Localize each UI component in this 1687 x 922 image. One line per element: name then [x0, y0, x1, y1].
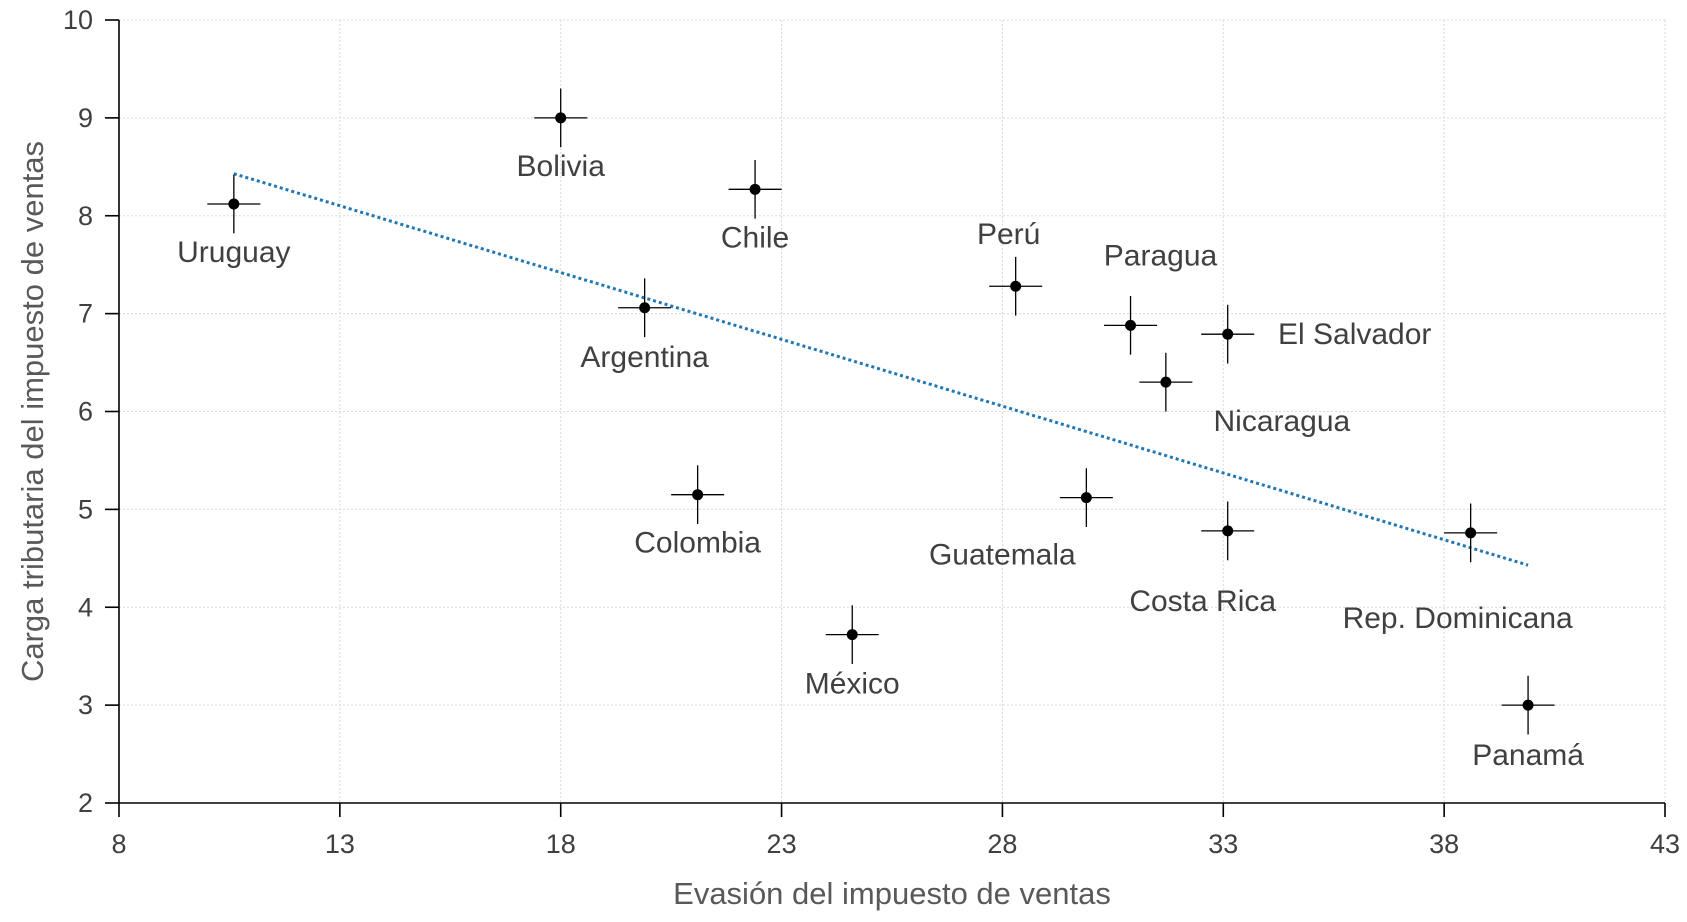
- data-point: [989, 256, 1043, 316]
- point-label: El Salvador: [1278, 318, 1431, 351]
- x-tick-label: 28: [987, 829, 1017, 859]
- point-marker: [1222, 525, 1234, 537]
- x-tick-label: 43: [1650, 829, 1680, 859]
- x-tick-label: 33: [1208, 829, 1238, 859]
- point-label: Argentina: [580, 341, 709, 374]
- y-tick-label: 10: [63, 5, 93, 35]
- y-tick-label: 9: [78, 103, 93, 133]
- point-label: Colombia: [634, 527, 761, 560]
- data-points: [207, 88, 1555, 735]
- point-label: Uruguay: [177, 236, 290, 269]
- point-marker: [1222, 328, 1234, 340]
- point-marker: [692, 489, 704, 501]
- point-label: Bolivia: [517, 150, 606, 183]
- y-tick-label: 5: [78, 494, 93, 524]
- x-tick-label: 23: [767, 829, 797, 859]
- data-point: [825, 605, 879, 665]
- point-labels: Uruguay Bolivia Chile Argentina Colombia Méxi…: [177, 150, 1584, 772]
- y-tick-label: 4: [78, 592, 93, 622]
- point-marker: [639, 302, 651, 314]
- point-label: Perú: [977, 218, 1040, 251]
- point-marker: [846, 629, 858, 641]
- x-axis-title: Evasión del impuesto de ventas: [673, 876, 1111, 911]
- data-point: [207, 174, 261, 234]
- grid: [119, 19, 1666, 803]
- data-point: [671, 465, 725, 525]
- point-marker: [228, 198, 240, 210]
- y-tick-label: 6: [78, 397, 93, 427]
- y-tick-label: 8: [78, 201, 93, 231]
- data-point: [618, 278, 672, 338]
- data-point: [1501, 675, 1555, 735]
- trendline: [233, 172, 1529, 567]
- data-point: [1139, 352, 1193, 412]
- y-axis-title: Carga tributaria del impuesto de ventas: [15, 141, 50, 682]
- y-tick-label: 2: [78, 788, 93, 818]
- data-point: [1444, 503, 1498, 563]
- y-tick-label: 7: [78, 299, 93, 329]
- data-point: [728, 159, 782, 219]
- point-marker: [555, 112, 567, 124]
- axes: [105, 19, 1666, 817]
- trendline-layer: [233, 172, 1529, 567]
- x-tick-label: 18: [546, 829, 576, 859]
- point-marker: [1010, 280, 1022, 292]
- data-point: [1201, 501, 1255, 561]
- point-label: Paragua: [1104, 239, 1218, 272]
- point-label: Guatemala: [929, 539, 1076, 572]
- data-point: [534, 88, 588, 148]
- point-marker: [1522, 699, 1534, 711]
- data-point: [1201, 304, 1255, 364]
- point-label: México: [805, 668, 900, 701]
- point-label: Rep. Dominicana: [1343, 602, 1573, 635]
- x-tick-label: 13: [325, 829, 355, 859]
- point-label: Costa Rica: [1129, 585, 1276, 618]
- x-tick-label: 38: [1429, 829, 1459, 859]
- point-marker: [1125, 319, 1137, 331]
- data-point: [1059, 468, 1113, 527]
- point-marker: [1080, 492, 1092, 504]
- x-tick-label: 8: [111, 829, 126, 859]
- point-marker: [1160, 376, 1172, 388]
- y-tick-label: 3: [78, 690, 93, 720]
- point-marker: [749, 183, 761, 195]
- point-label: Panamá: [1472, 739, 1584, 772]
- point-marker: [1465, 527, 1477, 539]
- point-label: Nicaragua: [1213, 405, 1350, 438]
- point-label: Chile: [721, 221, 789, 254]
- data-point: [1104, 296, 1158, 355]
